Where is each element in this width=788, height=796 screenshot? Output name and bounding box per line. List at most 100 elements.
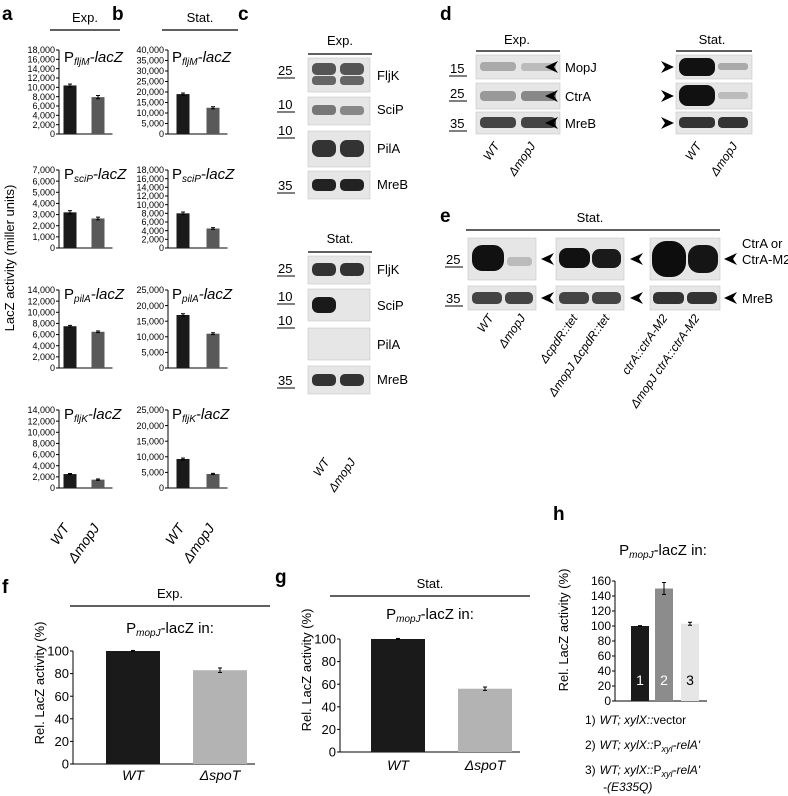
y-tick-label: 10,000 [27,427,55,437]
bar-ΔmopJ [206,473,220,488]
bar-WT [176,94,190,134]
blot-band [507,257,532,266]
bar-WT [63,326,77,368]
blot-band [559,292,589,304]
blot-band [480,117,516,128]
blot-band [340,140,364,157]
y-tick-label: 100 [591,619,611,633]
c-top-label-fljk: FljK [377,68,400,83]
panel-c-header-top: Exp. [327,33,353,48]
panel-letter-d: d [440,4,452,25]
d-arrow-mopj [545,61,558,73]
d-marker-35: 35 [450,116,464,131]
bar-ΔmopJ [91,331,105,368]
d-label-mopj-exp: ΔmopJ [505,139,539,179]
e-lane-1: WT [474,310,497,335]
d-label-mopj: MopJ [565,60,597,75]
d-arrow-mopj-stat [661,61,674,73]
blot-band [592,249,621,268]
bar-WT [63,474,77,488]
c-top-marker-10a: 10 [278,97,292,112]
bar-WT [176,213,190,248]
blot-band [679,117,715,128]
blot-band [312,374,336,386]
y-tick-label: 12,000 [136,191,164,201]
blot-c-top-pila [307,130,371,168]
bar-ΔmopJ [206,228,220,248]
c-bottom-marker-35: 35 [278,373,292,388]
y-tick-label: 2,000 [32,221,55,231]
y-tick-label: 12,000 [27,416,55,426]
e-marker-25: 25 [446,252,460,267]
bar-ΔmopJ [91,218,105,248]
y-tick-label: 4,000 [32,341,55,351]
blot-band [592,292,621,304]
blot-band [312,63,336,75]
svg-text:PfljM-lacZ: PfljM-lacZ [64,49,124,68]
y-tick-label: 12,000 [27,73,55,83]
y-tick-label: 100 [47,644,69,659]
bar-WT [176,314,190,368]
y-tick-label: 6,000 [141,217,164,227]
h-legend: 1) WT; xylX::vector 2) WT; xylX::Pxyl-relA… [585,713,701,794]
y-tick-label: 16,000 [27,54,55,64]
blot-band [718,63,748,70]
bar-WT [63,85,77,134]
bar-ΔspoT [458,688,512,752]
blot-c-top-fljk [307,57,371,93]
title-b-pilA: PpilA-lacZ [172,286,233,305]
blot-band [521,117,556,128]
y-tick-label: 8,000 [32,319,55,329]
y-tick-label: 25,000 [136,405,164,415]
c-bottom-label-mreb: MreB [377,372,408,387]
b-label-wt: WT [162,519,188,547]
y-tick-label: 15,000 [136,436,164,446]
y-tick-label: 4,000 [32,110,55,120]
blot-band [653,292,684,304]
d-arrow-ctra-stat [661,90,674,102]
a-label-mopj: ΔmopJ [64,520,103,567]
bar-index-label: 1 [636,672,644,688]
blot-band [679,85,715,106]
bar-ΔmopJ [91,479,105,488]
y-tick-label: 5,000 [141,348,164,358]
c-bottom-marker-25: 25 [278,261,292,276]
y-tick-label: 100 [314,632,336,647]
blot-band [312,76,336,85]
blot-band [559,248,590,268]
y-tick-label: 18,000 [136,165,164,175]
blot-c-bottom-pila [307,327,371,361]
blot-band [312,297,336,313]
h-ylabel: Rel. LacZ activity (%) [556,569,571,692]
blot-band [312,140,336,157]
title-a-fljK: PfljK-lacZ [64,406,122,425]
svg-text:PpilA-lacZ: PpilA-lacZ [172,286,233,305]
d-marker-15: 15 [450,61,464,76]
bar-WT [63,212,77,248]
blot-band [472,292,502,304]
d-marker-25: 25 [450,86,464,101]
panel-letter-f: f [2,577,9,598]
c-top-marker-10b: 10 [278,123,292,138]
y-tick-label: 6,000 [32,450,55,460]
c-top-marker-25: 25 [278,63,292,78]
title-a-pilA: PpilA-lacZ [64,286,125,305]
e-arrow-mreb-2 [630,292,643,304]
blot-band [340,63,364,75]
blot-band [480,62,516,71]
svg-text:PmopJ-lacZ in:: PmopJ-lacZ in: [619,542,707,561]
panel-a-header: Exp. [72,10,98,25]
blot-e-mreb-1 [467,285,537,311]
y-tick-label: 6,000 [32,176,55,186]
panel-d-header-right: Stat. [699,32,726,47]
y-tick-label: 8,000 [141,208,164,218]
c-bottom-label-pila: PilA [377,337,400,352]
panel-letter-e: e [440,206,451,227]
d-arrow-ctra [545,90,558,102]
blot-d-stat-ctra [675,82,753,110]
y-tick-label: 7,000 [32,165,55,175]
y-tick-label: 8,000 [32,439,55,449]
bar-index-label: 3 [686,672,694,688]
blot-band [652,241,686,277]
y-tick-label: 10,000 [136,452,164,462]
